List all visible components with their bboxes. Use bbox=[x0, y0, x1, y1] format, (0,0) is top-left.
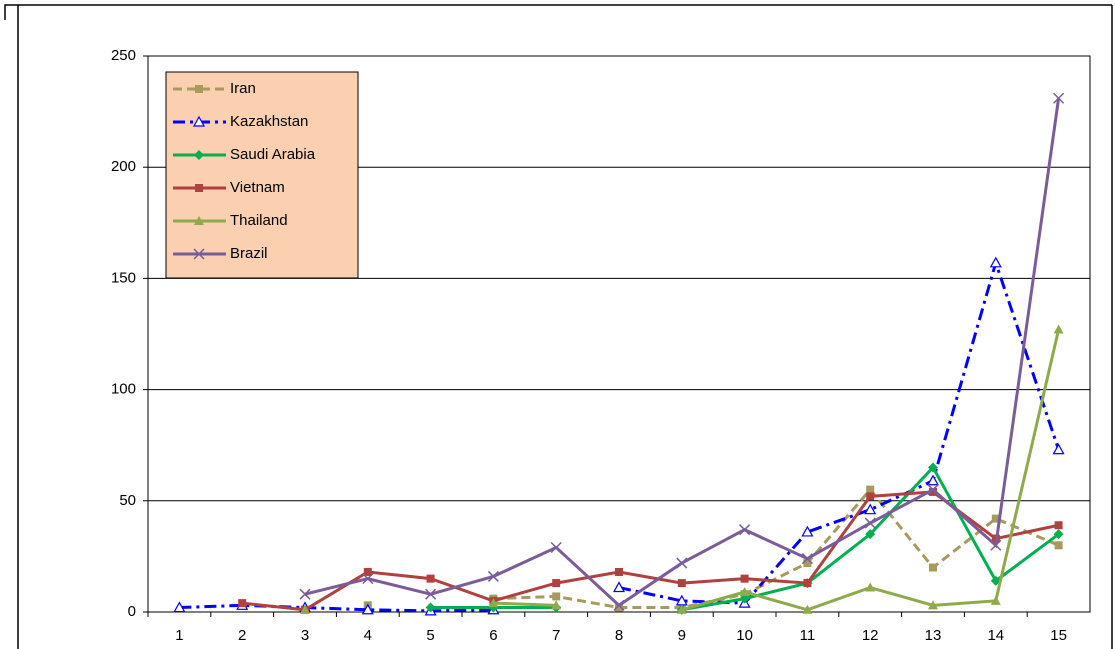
marker bbox=[929, 487, 937, 496]
x-tick-label: 5 bbox=[426, 627, 434, 644]
marker bbox=[173, 601, 186, 613]
marker bbox=[927, 484, 939, 496]
marker bbox=[299, 588, 311, 600]
legend-label: Saudi Arabia bbox=[230, 146, 316, 163]
marker bbox=[866, 492, 875, 501]
marker bbox=[363, 567, 372, 576]
legend-marker bbox=[192, 115, 206, 127]
marker bbox=[1054, 541, 1063, 550]
marker bbox=[802, 604, 813, 614]
marker bbox=[613, 599, 625, 611]
marker bbox=[300, 604, 310, 614]
marker bbox=[1053, 529, 1064, 540]
x-tick-label: 14 bbox=[987, 627, 1004, 644]
marker bbox=[362, 573, 374, 585]
marker bbox=[677, 579, 686, 588]
marker bbox=[1054, 521, 1063, 530]
x-tick-label: 6 bbox=[489, 627, 497, 644]
marker bbox=[550, 541, 562, 554]
marker bbox=[801, 525, 814, 537]
legend-label: Vietnam bbox=[230, 179, 285, 196]
y-tick-label: 250 bbox=[111, 47, 136, 64]
marker bbox=[803, 579, 812, 588]
marker bbox=[928, 462, 938, 473]
x-tick-label: 8 bbox=[615, 627, 623, 644]
legend-label: Iran bbox=[230, 80, 256, 97]
series-line bbox=[179, 257, 1061, 613]
marker bbox=[238, 599, 247, 608]
marker bbox=[991, 514, 1000, 523]
series-line bbox=[242, 490, 1059, 612]
marker bbox=[926, 474, 940, 486]
x-tick-label: 2 bbox=[238, 627, 246, 644]
marker bbox=[990, 539, 1002, 551]
marker bbox=[864, 503, 877, 515]
marker bbox=[676, 604, 687, 614]
x-tick-label: 3 bbox=[301, 627, 309, 644]
marker bbox=[1053, 92, 1065, 104]
marker bbox=[425, 588, 437, 600]
legend-marker bbox=[195, 85, 203, 93]
marker bbox=[989, 256, 1002, 268]
marker bbox=[739, 586, 750, 596]
legend-label: Kazakhstan bbox=[230, 113, 308, 130]
legend-marker bbox=[194, 150, 204, 160]
x-tick-label: 11 bbox=[800, 627, 816, 644]
marker bbox=[425, 602, 436, 613]
marker bbox=[928, 600, 938, 610]
marker bbox=[615, 567, 623, 576]
x-tick-label: 13 bbox=[925, 627, 942, 644]
marker bbox=[865, 529, 876, 540]
legend bbox=[165, 71, 359, 279]
marker bbox=[551, 600, 562, 610]
frame bbox=[4, 4, 1112, 20]
marker bbox=[929, 563, 937, 572]
x-tick-label: 12 bbox=[862, 627, 879, 644]
legend-marker bbox=[194, 216, 204, 225]
marker bbox=[864, 517, 876, 529]
marker bbox=[1053, 324, 1064, 334]
marker bbox=[488, 598, 499, 608]
y-tick-label: 200 bbox=[111, 158, 136, 175]
legend-label: Brazil bbox=[230, 245, 268, 262]
marker bbox=[426, 574, 435, 583]
y-tick-label: 100 bbox=[111, 381, 136, 398]
marker bbox=[803, 559, 812, 568]
marker bbox=[990, 575, 1001, 586]
x-tick-label: 9 bbox=[678, 627, 686, 644]
x-tick-label: 4 bbox=[364, 627, 372, 644]
marker bbox=[612, 581, 626, 593]
series-line bbox=[493, 487, 1060, 610]
marker bbox=[865, 582, 876, 592]
marker bbox=[990, 595, 1001, 605]
marker bbox=[801, 553, 813, 565]
marker bbox=[676, 557, 688, 569]
marker bbox=[739, 593, 750, 604]
marker bbox=[552, 592, 561, 601]
y-tick-label: 50 bbox=[119, 492, 136, 509]
marker bbox=[739, 524, 751, 536]
y-tick-label: 0 bbox=[128, 603, 136, 620]
marker bbox=[552, 579, 561, 588]
marker bbox=[866, 485, 875, 494]
legend-marker bbox=[193, 248, 205, 260]
marker bbox=[740, 574, 749, 583]
x-tick-label: 10 bbox=[736, 627, 753, 644]
y-tick-label: 150 bbox=[111, 269, 136, 286]
x-tick-label: 1 bbox=[175, 627, 183, 644]
marker bbox=[487, 570, 499, 582]
x-tick-label: 15 bbox=[1050, 627, 1067, 644]
marker bbox=[361, 603, 374, 615]
legend-marker bbox=[195, 184, 203, 192]
marker bbox=[1052, 443, 1065, 455]
legend-label: Thailand bbox=[230, 212, 288, 229]
x-tick-label: 7 bbox=[552, 627, 560, 644]
marker bbox=[615, 603, 623, 612]
